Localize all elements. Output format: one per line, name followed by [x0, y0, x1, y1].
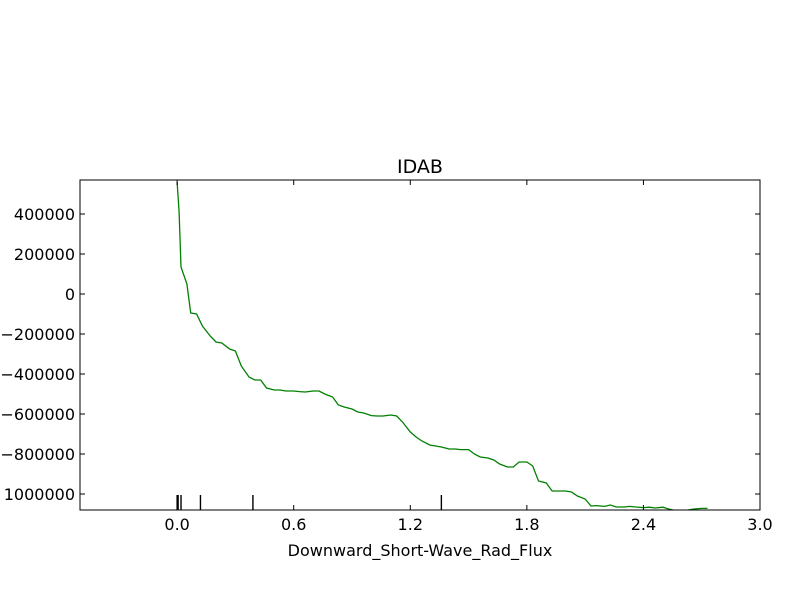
y-tick-label: −600000	[1, 405, 75, 424]
y-axis: 400000 200000 0 −200000 −400000 −600000 −80000…	[1, 205, 760, 504]
y-tick-label: −400000	[1, 365, 75, 384]
y-tick-label: 0	[65, 285, 75, 304]
plot-frame	[79, 179, 761, 511]
plot-area	[176, 181, 708, 510]
x-tick-label: 2.4	[631, 515, 656, 534]
x-tick-label: 1.8	[514, 515, 539, 534]
x-tick-label: 0.0	[164, 515, 189, 534]
x-tick-label: 3.0	[747, 515, 772, 534]
x-tick-label: 0.6	[281, 515, 306, 534]
x-axis-label: Downward_Short-Wave_Rad_Flux	[288, 541, 553, 561]
chart-title: IDAB	[397, 156, 443, 178]
series-line-0	[176, 181, 708, 510]
x-axis: 0.0 0.6 1.2 1.8 2.4 3.0	[164, 180, 773, 534]
y-tick-label: 400000	[14, 205, 75, 224]
x-tick-label: 1.2	[398, 515, 423, 534]
y-tick-label: 200000	[14, 245, 75, 264]
y-tick-label: −800000	[1, 445, 75, 464]
y-tick-label: −200000	[1, 325, 75, 344]
y-tick-label: 1000000	[4, 485, 75, 504]
